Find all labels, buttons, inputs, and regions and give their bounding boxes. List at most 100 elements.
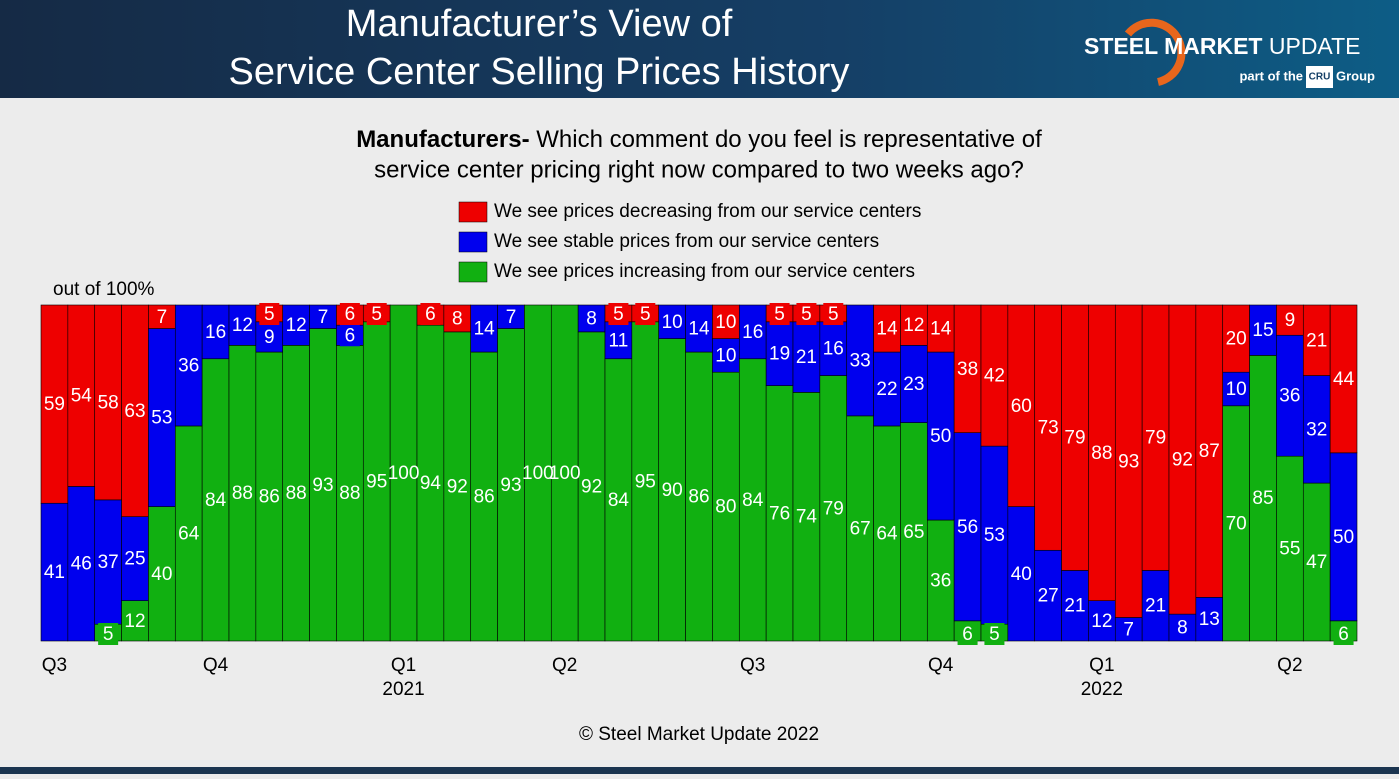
value-label: 40 (1011, 564, 1032, 585)
value-label: 5 (774, 304, 785, 325)
legend-swatch (458, 201, 488, 223)
value-label: 92 (1172, 450, 1193, 471)
bar-segment (658, 304, 686, 339)
value-label: 8 (586, 308, 597, 329)
value-label: 5 (828, 304, 839, 325)
value-label: 70 (1226, 513, 1247, 534)
value-label: 95 (366, 471, 387, 492)
x-tick-label: Q1 (391, 655, 416, 676)
x-tick-label: Q4 (928, 655, 954, 676)
value-label: 33 (850, 350, 871, 371)
value-label: 100 (549, 463, 581, 484)
bar-segment (1329, 452, 1358, 622)
value-label: 88 (339, 483, 360, 504)
value-label: 14 (474, 319, 496, 340)
bar-segment (1222, 304, 1250, 373)
bar-segment (1249, 304, 1277, 356)
value-label: 19 (769, 344, 790, 365)
tagline-post: Group (1336, 68, 1375, 83)
value-label: 12 (1091, 611, 1112, 632)
x-year-label: 2022 (1081, 679, 1123, 700)
value-label: 86 (474, 487, 495, 508)
bar-segment (1276, 304, 1304, 336)
label-box (420, 303, 441, 325)
bar-segment (819, 375, 848, 642)
value-label: 21 (1145, 596, 1166, 617)
value-label: 8 (452, 308, 463, 329)
value-label: 10 (715, 312, 736, 333)
value-label: 14 (876, 319, 898, 340)
value-label: 60 (1011, 396, 1032, 417)
value-label: 74 (796, 507, 818, 528)
label-box (1333, 623, 1354, 645)
bar-segment (873, 304, 901, 353)
value-label: 11 (609, 330, 629, 351)
bar-segment (443, 304, 472, 333)
value-label: 67 (850, 518, 871, 539)
value-label: 63 (124, 401, 145, 422)
value-label: 21 (1306, 330, 1327, 351)
bar-segment (685, 351, 713, 642)
value-label: 55 (1279, 539, 1300, 560)
value-label: 100 (388, 463, 420, 484)
bar-segment (1195, 597, 1224, 642)
bar-segment (282, 304, 310, 346)
bar-segment (470, 304, 498, 353)
legend-label: We see stable prices from our service ce… (494, 231, 879, 252)
label-box (823, 303, 844, 325)
x-year-label: 2021 (382, 679, 424, 700)
value-label: 5 (264, 304, 275, 325)
value-label: 7 (157, 307, 168, 328)
value-label: 50 (1333, 527, 1354, 548)
bar-segment (1276, 334, 1304, 457)
label-box (259, 303, 280, 325)
value-label: 54 (71, 386, 93, 407)
y-label: out of 100% (53, 279, 155, 300)
value-label: 27 (1038, 586, 1059, 607)
value-label: 73 (1038, 418, 1059, 439)
brand: STEEL MARKET UPDATE (1084, 33, 1360, 59)
footer: © Steel Market Update 2022 (579, 724, 819, 745)
label-box (366, 303, 387, 325)
footer-band (0, 767, 1399, 774)
label-box (635, 303, 656, 325)
value-label: 5 (103, 624, 114, 645)
value-label: 79 (1064, 428, 1085, 449)
brand-bold: STEEL MARKET (1084, 33, 1262, 59)
bar-segment (67, 304, 96, 487)
value-label: 84 (742, 490, 764, 511)
tagline-logo: CRU (1309, 72, 1331, 83)
value-label: 84 (608, 490, 630, 511)
value-label: 12 (124, 611, 145, 632)
value-label: 93 (500, 475, 521, 496)
bar-segment (1141, 570, 1170, 642)
value-label: 36 (1279, 386, 1300, 407)
label-box (339, 324, 360, 347)
bar-segment (40, 502, 69, 642)
x-tick-label: Q4 (203, 655, 229, 676)
bar-segment (1007, 304, 1036, 507)
bar-segment (577, 331, 606, 642)
value-label: 42 (984, 366, 1005, 387)
label-box (796, 303, 817, 325)
bar-segment (1249, 355, 1277, 642)
bar-segment (604, 321, 633, 360)
value-label: 5 (801, 304, 812, 325)
legend-label: We see prices decreasing from our servic… (494, 201, 921, 222)
label-box (984, 623, 1005, 645)
value-label: 13 (1199, 609, 1220, 630)
value-label: 7 (506, 307, 517, 328)
bar-segment (926, 304, 955, 353)
value-label: 10 (662, 312, 683, 333)
value-label: 88 (286, 483, 307, 504)
value-label: 21 (1064, 596, 1085, 617)
bar-segment (658, 338, 686, 642)
value-label: 79 (1145, 428, 1166, 449)
value-label: 32 (1306, 419, 1327, 440)
value-label: 14 (688, 319, 710, 340)
label-box (769, 303, 790, 325)
subtitle: Manufacturers- Which comment do you feel… (356, 126, 1042, 153)
value-label: 86 (259, 487, 280, 508)
